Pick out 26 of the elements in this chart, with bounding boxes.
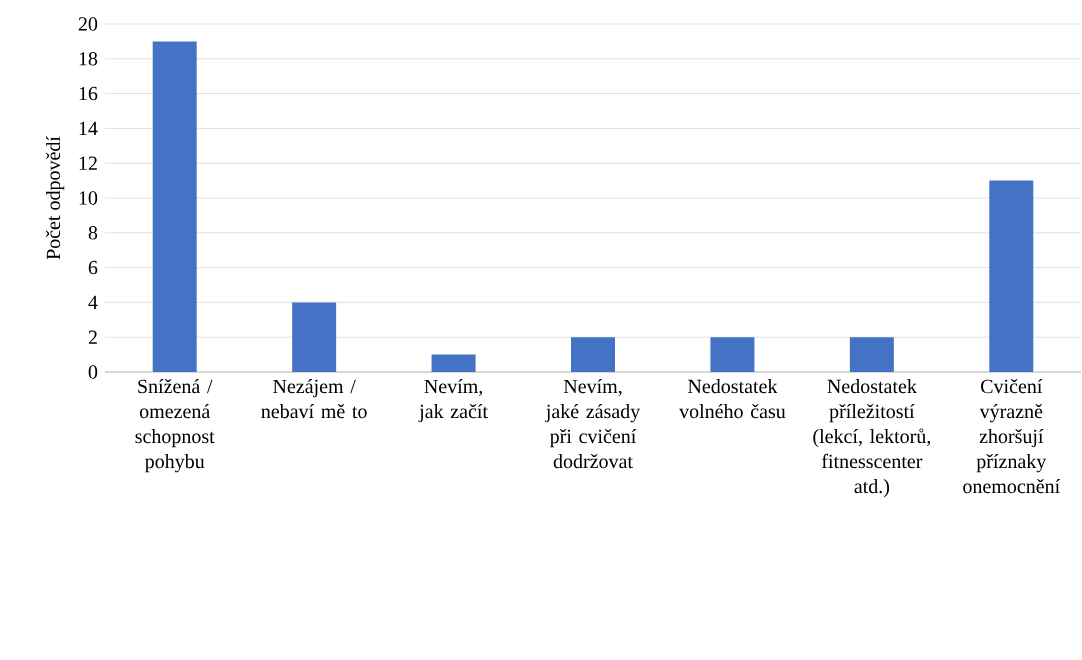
x-tick-label: Cvičení výrazně zhoršují příznaky onemocnění <box>963 379 1060 494</box>
bar <box>152 41 197 372</box>
y-tick-label: 6 <box>88 260 98 275</box>
y-tick-label: 4 <box>88 295 98 309</box>
x-tick-label: Nezájem / nebaví mě to <box>261 379 367 419</box>
x-tick-label: Nevím, jaké zásady při cvičení dodržovat <box>545 379 641 469</box>
y-tick-label: 14 <box>79 121 98 135</box>
x-tick-label: Nedostatek volného času <box>679 379 786 419</box>
x-tick-label: Nedostatek příležitostí (lekcí, lektorů, fitnesscenter atd.) <box>813 379 931 498</box>
bar <box>710 337 755 372</box>
y-tick-label: 10 <box>79 191 98 205</box>
bar <box>849 337 894 372</box>
y-axis-title: Počet odpovědí <box>46 136 65 260</box>
x-tick-label: Snížená / omezená schopnost pohybu <box>135 379 215 473</box>
y-tick-label: 16 <box>79 86 98 101</box>
bar <box>571 337 615 372</box>
y-tick-label: 20 <box>78 17 98 31</box>
y-tick-label: 2 <box>88 330 97 344</box>
bar <box>431 354 476 372</box>
y-tick-label: 0 <box>88 365 98 379</box>
x-tick-label: Nevím, jak začít <box>418 379 488 423</box>
bar <box>292 302 337 372</box>
y-tick-label: 18 <box>79 52 98 66</box>
bar <box>989 180 1034 372</box>
y-tick-label: 8 <box>88 226 98 240</box>
y-tick-label: 12 <box>79 156 97 170</box>
